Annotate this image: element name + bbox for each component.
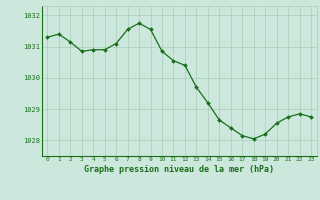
X-axis label: Graphe pression niveau de la mer (hPa): Graphe pression niveau de la mer (hPa) — [84, 165, 274, 174]
